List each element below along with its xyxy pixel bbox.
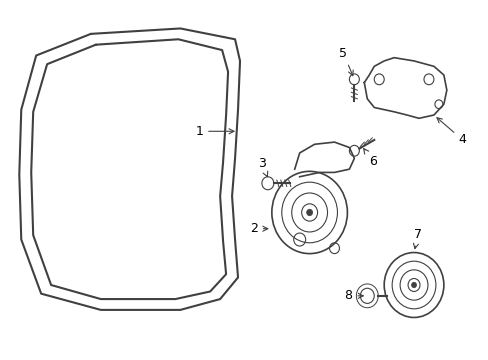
Text: 2: 2 — [249, 222, 267, 235]
Circle shape — [306, 209, 312, 216]
Text: 7: 7 — [413, 228, 421, 249]
Text: 8: 8 — [344, 289, 363, 302]
Text: 1: 1 — [195, 125, 234, 138]
Text: 6: 6 — [363, 149, 376, 168]
Circle shape — [411, 282, 416, 288]
Text: 4: 4 — [436, 118, 466, 147]
Text: 5: 5 — [339, 47, 352, 76]
Text: 3: 3 — [257, 157, 267, 177]
